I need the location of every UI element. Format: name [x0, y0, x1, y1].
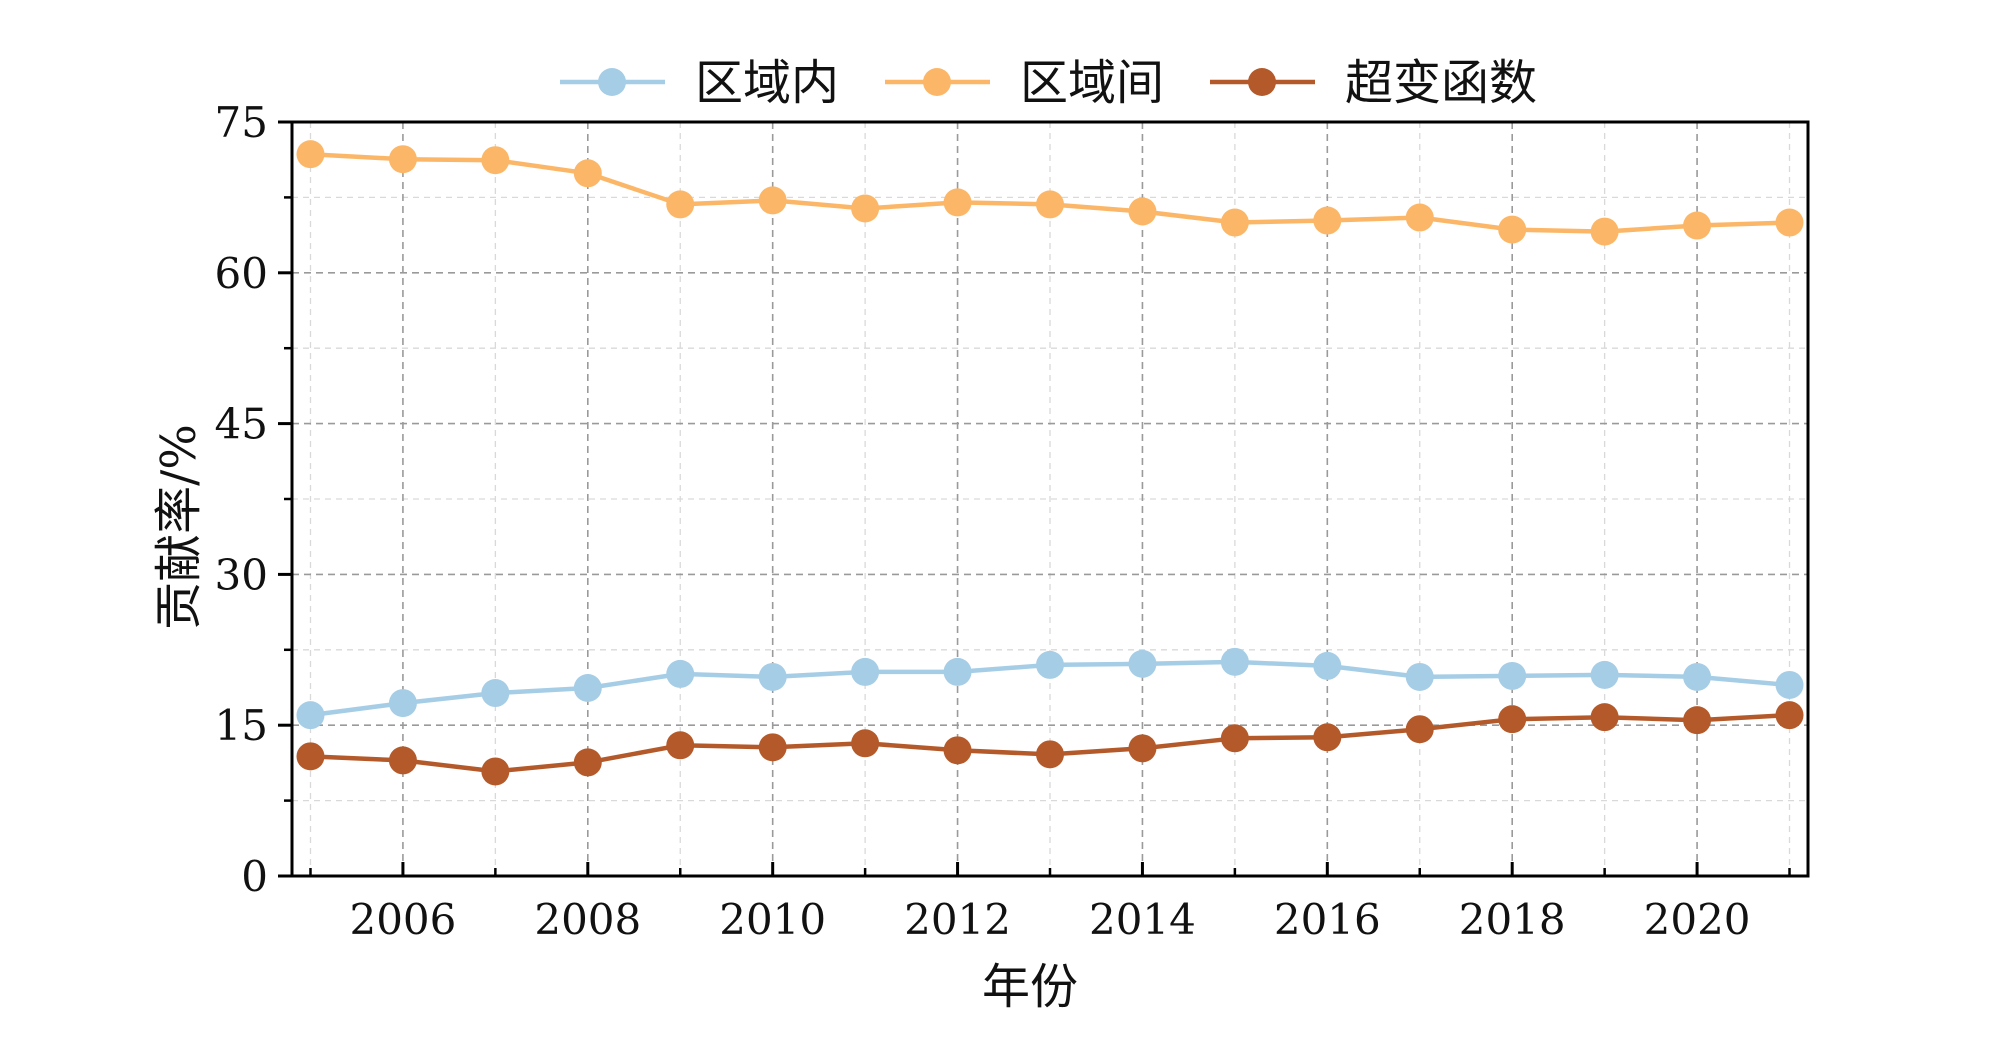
axis-ticks: [278, 120, 1791, 878]
legend-marker: [1248, 68, 1276, 96]
data-point: [1405, 715, 1434, 744]
data-point: [1498, 661, 1527, 690]
minor-gridlines: [292, 122, 1808, 876]
data-point: [1683, 211, 1712, 240]
x-tick-label: 2012: [904, 895, 1011, 944]
legend-marker: [598, 68, 626, 96]
data-point: [1775, 701, 1804, 730]
data-point: [573, 674, 602, 703]
data-point: [1128, 649, 1157, 678]
y-tick-label: 0: [241, 852, 268, 901]
data-point: [851, 194, 880, 223]
data-point: [573, 159, 602, 188]
legend: 区域内 区域间 超变函数: [560, 55, 1537, 111]
legend-label: 超变函数: [1345, 55, 1537, 111]
data-point: [481, 146, 510, 175]
x-tick-label: 2006: [349, 895, 456, 944]
data-point: [943, 736, 972, 765]
data-point: [943, 657, 972, 686]
data-point: [1590, 217, 1619, 246]
x-tick-label: 2020: [1644, 895, 1751, 944]
data-point: [481, 757, 510, 786]
data-point: [758, 733, 787, 762]
data-point: [1405, 203, 1434, 232]
data-point: [666, 731, 695, 760]
data-point: [1498, 215, 1527, 244]
data-point: [666, 190, 695, 219]
y-tick-label: 60: [215, 249, 268, 298]
legend-item: 区域内: [560, 55, 839, 111]
legend-label: 区域内: [695, 55, 839, 111]
y-axis-title: 贡献率/%: [151, 424, 207, 630]
tick-labels: 0 15 30 45 60 75 2006 2008 2010 2012 2014 2016 2018 2…: [215, 98, 1751, 944]
data-point: [666, 659, 695, 688]
y-tick-label: 45: [215, 400, 268, 449]
x-tick-label: 2016: [1274, 895, 1381, 944]
data-point: [758, 186, 787, 215]
data-point: [1775, 208, 1804, 237]
data-point: [1313, 651, 1342, 680]
data-point: [851, 657, 880, 686]
series-layer: [296, 140, 1804, 786]
data-point: [1220, 208, 1249, 237]
series-2: [296, 140, 1804, 246]
legend-marker: [923, 68, 951, 96]
data-point: [296, 742, 325, 771]
data-point: [296, 701, 325, 730]
x-tick-label: 2010: [719, 895, 826, 944]
data-point: [481, 679, 510, 708]
legend-item: 区域间: [885, 55, 1164, 111]
data-point: [296, 140, 325, 169]
data-point: [1498, 705, 1527, 734]
x-tick-label: 2014: [1089, 895, 1196, 944]
data-point: [758, 662, 787, 691]
data-point: [1313, 723, 1342, 752]
x-axis-title: 年份: [982, 959, 1078, 1015]
data-point: [1220, 647, 1249, 676]
data-point: [1036, 650, 1064, 679]
data-point: [1313, 206, 1342, 235]
y-tick-label: 15: [215, 701, 268, 750]
data-point: [388, 689, 417, 718]
series-3: [296, 701, 1804, 786]
x-tick-label: 2018: [1459, 895, 1566, 944]
legend-label: 区域间: [1020, 55, 1164, 111]
data-point: [1590, 703, 1619, 732]
data-point: [943, 188, 972, 217]
y-tick-label: 30: [215, 550, 268, 599]
data-point: [1405, 662, 1434, 691]
x-tick-label: 2008: [534, 895, 641, 944]
data-point: [851, 729, 880, 758]
data-point: [1590, 660, 1619, 689]
data-point: [1036, 740, 1064, 769]
data-point: [1128, 734, 1157, 763]
data-point: [1220, 724, 1249, 753]
data-point: [388, 145, 417, 174]
data-point: [1683, 662, 1712, 691]
series-1: [296, 647, 1804, 730]
data-point: [1128, 197, 1157, 226]
data-point: [388, 746, 417, 775]
data-point: [1683, 706, 1712, 735]
data-point: [573, 748, 602, 777]
y-tick-label: 75: [215, 98, 268, 147]
data-point: [1775, 670, 1804, 699]
legend-item: 超变函数: [1210, 55, 1537, 111]
data-point: [1036, 190, 1064, 219]
